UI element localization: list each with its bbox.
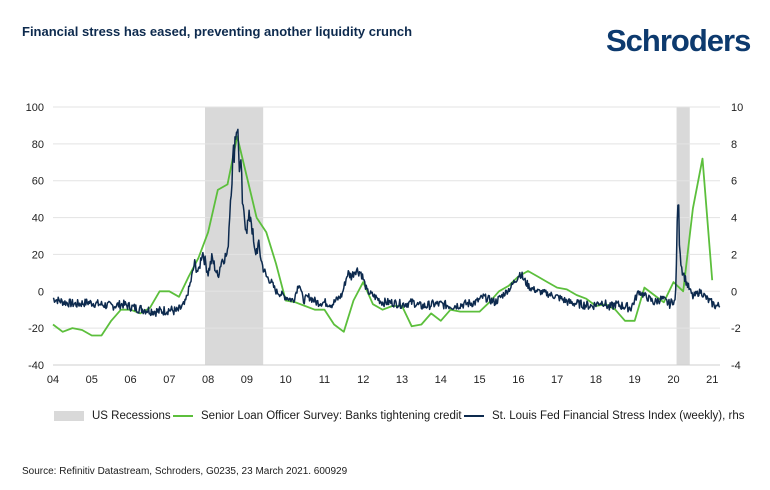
x-tick-label: 16 (512, 374, 524, 386)
y-right-tick-label: 4 (731, 213, 737, 225)
stress-swatch (464, 415, 484, 417)
y-right-tick-label: 2 (731, 249, 737, 261)
x-tick-label: 04 (47, 374, 59, 386)
y-right-tick-label: 10 (731, 102, 743, 114)
y-left-tick-label: 40 (32, 213, 44, 225)
legend-label-survey: Senior Loan Officer Survey: Banks tighte… (201, 410, 462, 422)
x-tick-label: 07 (163, 374, 175, 386)
legend-label-stress: St. Louis Fed Financial Stress Index (we… (492, 410, 745, 422)
legend-item-survey: Senior Loan Officer Survey: Banks tighte… (173, 410, 462, 422)
x-tick-label: 13 (396, 374, 408, 386)
x-tick-label: 08 (202, 374, 214, 386)
source-note: Source: Refinitiv Datastream, Schroders,… (22, 466, 348, 477)
y-left-tick-label: 20 (32, 249, 44, 261)
chart-title: Financial stress has eased, preventing a… (22, 24, 413, 39)
legend-label-recessions: US Recessions (92, 410, 171, 422)
x-tick-label: 20 (667, 374, 679, 386)
x-tick-label: 05 (86, 374, 98, 386)
x-tick-label: 15 (473, 374, 485, 386)
y-left-tick-label: 60 (32, 176, 44, 188)
legend-item-stress: St. Louis Fed Financial Stress Index (we… (464, 410, 744, 422)
x-tick-label: 17 (551, 374, 563, 386)
y-left-tick-label: -40 (28, 360, 44, 372)
y-left-tick-label: -20 (28, 323, 44, 335)
y-right-tick-label: -4 (731, 360, 741, 372)
x-tick-label: 18 (590, 374, 602, 386)
survey-swatch (173, 415, 193, 417)
y-right-tick-label: 6 (731, 176, 737, 188)
x-tick-label: 12 (357, 374, 369, 386)
legend-item-recessions: US Recessions (54, 410, 171, 422)
y-left-tick-label: 80 (32, 139, 44, 151)
stress-index-series-line (52, 128, 721, 317)
x-tick-label: 11 (319, 374, 330, 386)
recession-swatch (54, 411, 84, 421)
recession-band-2 (676, 107, 690, 365)
x-tick-label: 10 (280, 374, 292, 386)
y-left-tick-label: 100 (26, 102, 44, 114)
x-tick-label: 09 (241, 374, 253, 386)
y-right-tick-label: 8 (731, 139, 737, 151)
x-tick-label: 21 (706, 374, 718, 386)
x-tick-label: 06 (124, 374, 136, 386)
y-right-tick-label: -2 (731, 323, 741, 335)
x-tick-label: 19 (629, 374, 641, 386)
x-tick-label: 14 (435, 374, 447, 386)
y-left-tick-label: 0 (38, 286, 44, 298)
schroders-logo: Schroders (606, 23, 751, 58)
y-right-tick-label: 0 (731, 286, 737, 298)
